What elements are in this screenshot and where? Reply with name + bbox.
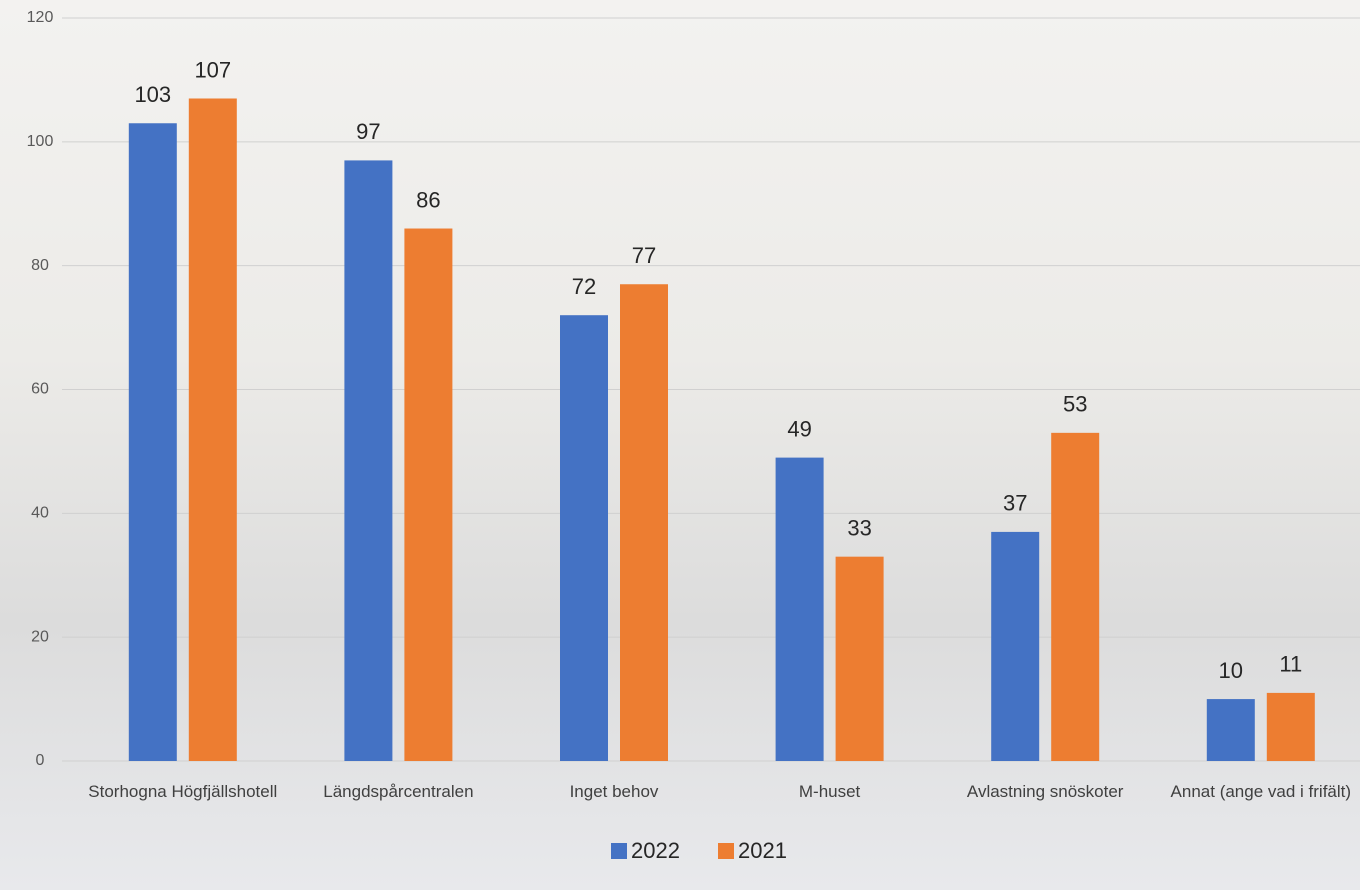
data-label: 72: [572, 274, 596, 299]
bar: [560, 315, 608, 761]
legend-swatch: [718, 843, 734, 859]
data-label: 77: [632, 243, 656, 268]
data-label: 86: [416, 187, 440, 212]
data-label: 33: [847, 515, 871, 540]
legend-swatch: [611, 843, 627, 859]
bar: [128, 123, 177, 762]
data-label: 10: [1219, 658, 1243, 683]
x-tick-label: M-huset: [798, 782, 861, 801]
bar: [1266, 692, 1315, 761]
bar: [991, 531, 1040, 761]
data-label: 97: [356, 119, 380, 144]
data-label: 37: [1003, 491, 1027, 516]
data-label: 107: [194, 57, 231, 82]
legend-label: 2021: [738, 838, 787, 863]
data-label: 53: [1063, 392, 1087, 417]
y-tick-label: 0: [36, 752, 45, 769]
x-tick-label: Annat (ange vad i frifält): [1170, 782, 1352, 801]
bar: [1206, 699, 1255, 761]
bar: [620, 284, 668, 761]
data-label: 103: [134, 82, 171, 107]
bar: [1051, 432, 1100, 761]
bar: [775, 457, 824, 761]
bar: [344, 160, 393, 762]
x-tick-label: Inget behov: [569, 782, 659, 801]
legend-label: 2022: [631, 838, 680, 863]
y-tick-label: 80: [31, 257, 49, 274]
y-tick-label: 100: [27, 133, 54, 150]
bar: [835, 556, 884, 761]
data-label: 49: [787, 416, 811, 441]
bar: [404, 228, 453, 761]
x-tick-label: Storhogna Högfjällshotell: [88, 782, 278, 801]
y-tick-label: 40: [31, 505, 49, 522]
y-tick-label: 60: [31, 381, 49, 398]
data-label: 11: [1279, 652, 1302, 677]
x-tick-label: Längdspårcentralen: [323, 782, 474, 801]
x-tick-label: Avlastning snöskoter: [966, 782, 1124, 801]
y-tick-label: 120: [27, 9, 54, 26]
y-tick-label: 20: [31, 628, 49, 645]
bar: [188, 98, 237, 761]
